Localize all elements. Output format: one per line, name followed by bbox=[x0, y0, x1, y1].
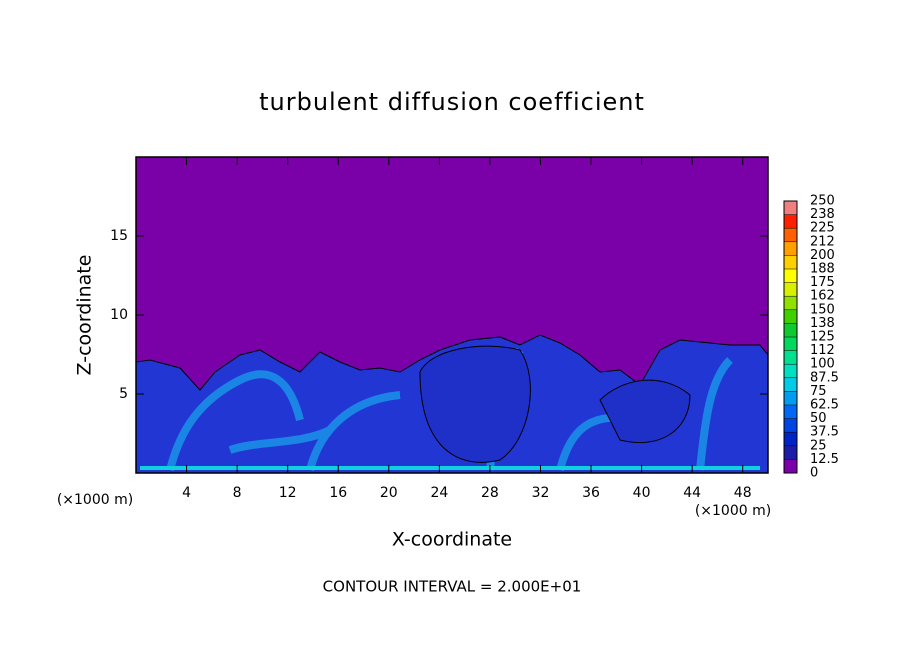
y-axis-title: Z-coordinate bbox=[74, 255, 96, 376]
colorbar-box bbox=[784, 201, 797, 215]
x-tick-label: 8 bbox=[233, 485, 242, 501]
colorbar-label: 212 bbox=[810, 234, 835, 249]
colorbar-label: 50 bbox=[810, 411, 827, 426]
x-tick-label: 32 bbox=[532, 485, 550, 501]
colorbar-box bbox=[784, 337, 797, 351]
x-tick-label: 4 bbox=[182, 485, 191, 501]
colorbar-box bbox=[784, 350, 797, 365]
x-tick-label: 28 bbox=[481, 485, 499, 501]
colorbar-label: 75 bbox=[810, 384, 827, 399]
colorbar-label: 125 bbox=[810, 330, 835, 345]
colorbar-label: 238 bbox=[810, 207, 835, 222]
colorbar-label: 12.5 bbox=[810, 452, 839, 467]
colorbar-box bbox=[784, 241, 797, 256]
field-contour bbox=[419, 345, 691, 463]
colorbar-label: 87.5 bbox=[810, 370, 839, 385]
colorbar-label: 188 bbox=[810, 262, 835, 277]
x-unit-label: (×1000 m) bbox=[695, 503, 771, 519]
colorbar-box bbox=[784, 391, 797, 405]
x-tick-label: 24 bbox=[430, 485, 448, 501]
colorbar-label: 25 bbox=[810, 438, 827, 453]
x-tick-label: 20 bbox=[380, 485, 398, 501]
x-tick-label: 44 bbox=[683, 485, 701, 501]
x-tick-label: 48 bbox=[734, 485, 752, 501]
y-tick-label: 5 bbox=[119, 386, 128, 402]
colorbar-label: 112 bbox=[810, 343, 835, 358]
colorbar-label: 62.5 bbox=[810, 398, 839, 413]
colorbar-box bbox=[784, 418, 797, 433]
chart-title: turbulent diffusion coefficient bbox=[259, 88, 645, 116]
colorbar-label: 175 bbox=[810, 275, 835, 290]
colorbar-box bbox=[784, 377, 797, 392]
colorbar-box bbox=[784, 309, 797, 324]
y-tick-label: 10 bbox=[110, 307, 128, 323]
colorbar-box bbox=[784, 364, 797, 378]
colorbar-box bbox=[784, 432, 797, 446]
colorbar-box bbox=[784, 282, 797, 297]
colorbar-box bbox=[784, 405, 797, 419]
x-tick-label: 40 bbox=[633, 485, 651, 501]
x-unit-label: (×1000 m) bbox=[57, 492, 133, 508]
x-tick-label: 12 bbox=[279, 485, 297, 501]
colorbar-label: 0 bbox=[810, 466, 818, 481]
colorbar-label: 250 bbox=[810, 194, 835, 209]
colorbar-label: 100 bbox=[810, 357, 835, 372]
x-tick-label: 36 bbox=[582, 485, 600, 501]
x-tick-label: 16 bbox=[329, 485, 347, 501]
colorbar-box bbox=[784, 214, 797, 229]
colorbar-label: 138 bbox=[810, 316, 835, 331]
colorbar-label: 200 bbox=[810, 248, 835, 263]
colorbar-label: 162 bbox=[810, 289, 835, 304]
colorbar-label: 37.5 bbox=[810, 425, 839, 440]
colorbar-label: 150 bbox=[810, 302, 835, 317]
colorbar-box bbox=[784, 255, 797, 269]
colorbar-box bbox=[784, 445, 797, 460]
y-tick-label: 15 bbox=[110, 228, 128, 244]
field bbox=[135, 156, 769, 474]
colorbar-box bbox=[784, 323, 797, 337]
colorbar-box bbox=[784, 296, 797, 310]
colorbar-label: 225 bbox=[810, 221, 835, 236]
x-axis-title: X-coordinate bbox=[392, 529, 512, 551]
colorbar-box bbox=[784, 459, 797, 473]
colorbar-box bbox=[784, 269, 797, 283]
colorbar-box bbox=[784, 228, 797, 242]
footnote: CONTOUR INTERVAL = 2.000E+01 bbox=[323, 578, 582, 596]
